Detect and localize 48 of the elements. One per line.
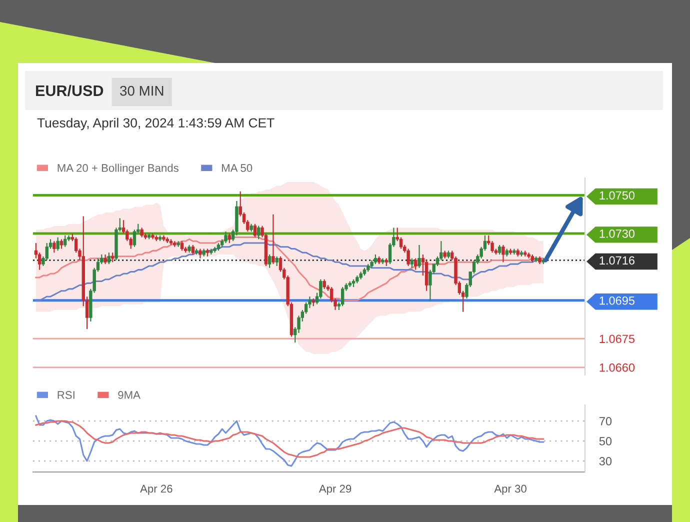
chart-title: EUR/USD: [36, 84, 104, 96]
y2-tick-label: 70: [599, 417, 612, 426]
candlestick: [340, 286, 344, 307]
candlestick: [406, 248, 410, 267]
candlestick: [272, 214, 275, 265]
candlestick: [498, 244, 502, 256]
y-tick-label: 1.0730: [600, 230, 635, 238]
candlestick: [104, 254, 107, 265]
candlestick: [224, 231, 228, 244]
candlestick: [107, 252, 111, 265]
x-tick-label: Apr 29: [318, 484, 352, 495]
candlestick: [64, 234, 67, 248]
candlestick: [410, 258, 414, 268]
candlestick: [110, 252, 114, 263]
y-tick-label: 1.0675: [600, 334, 634, 344]
candlestick: [253, 223, 257, 238]
x-tick-label: Apr 30: [494, 484, 526, 495]
y-tick-label: 1.0750: [600, 191, 635, 200]
y-tick-label: 1.0660: [600, 363, 635, 372]
line-series: [35, 420, 544, 458]
candlestick: [60, 238, 64, 250]
legend-label: RSI: [58, 391, 74, 399]
text: 30 MIN: [120, 86, 164, 96]
y-tick-label: 1.0695: [600, 296, 634, 305]
candlestick: [140, 227, 144, 238]
y2-tick-label: 30: [599, 457, 612, 466]
candlestick: [257, 225, 260, 240]
legend-label: 9MA: [118, 391, 140, 399]
candlestick: [228, 232, 232, 244]
candlestick: [414, 258, 418, 270]
candlestick: [52, 240, 56, 254]
candlestick: [268, 254, 272, 268]
candlestick: [374, 254, 378, 265]
chart-subtitle: Tuesday, April 30, 2024 1:43:59 AM CET: [37, 118, 274, 130]
y-tick-label: 1.0716: [600, 256, 634, 265]
legend-label: MA 20 + Bollinger Bands: [58, 164, 178, 174]
candlestick: [275, 256, 278, 267]
candlestick: [180, 240, 184, 252]
line-series: [35, 415, 544, 467]
candlestick: [502, 244, 505, 263]
candlestick: [198, 248, 202, 259]
y2-tick-label: 50: [599, 437, 612, 446]
candlestick: [322, 278, 326, 290]
candlestick: [56, 236, 60, 252]
x-tick-label: Apr 26: [140, 484, 172, 495]
candlestick: [418, 244, 421, 268]
legend-label: MA 50: [222, 164, 252, 172]
candlestick: [191, 244, 194, 256]
